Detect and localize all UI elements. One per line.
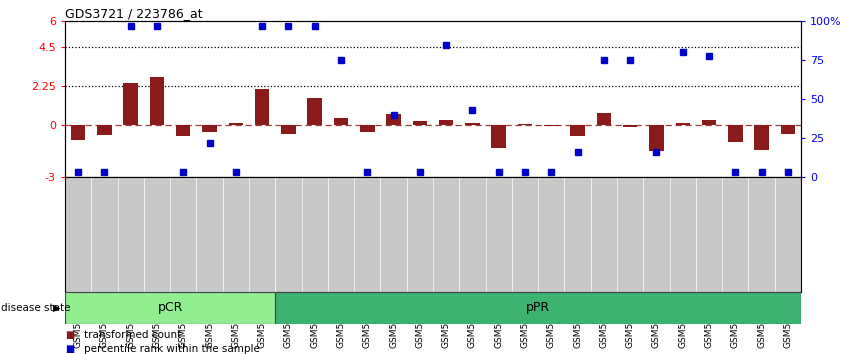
Bar <box>360 125 374 132</box>
Bar <box>333 118 348 125</box>
Bar <box>386 114 401 125</box>
Bar <box>571 125 585 136</box>
Bar <box>255 89 269 125</box>
Text: transformed count: transformed count <box>84 330 181 339</box>
Bar <box>203 125 216 132</box>
Bar <box>439 120 454 125</box>
Text: ▶: ▶ <box>53 303 61 313</box>
Bar <box>754 125 769 150</box>
Bar <box>465 123 480 125</box>
Bar <box>65 292 275 324</box>
Bar <box>492 125 506 148</box>
Bar <box>176 125 191 136</box>
Bar <box>229 123 243 125</box>
Text: percentile rank within the sample: percentile rank within the sample <box>84 344 260 354</box>
Bar <box>780 125 795 134</box>
Bar <box>518 124 533 125</box>
Bar <box>623 125 637 127</box>
Bar <box>307 98 322 125</box>
Bar <box>728 125 742 142</box>
Bar <box>675 123 690 125</box>
Text: pPR: pPR <box>526 302 550 314</box>
Text: ■: ■ <box>65 330 74 339</box>
Text: pCR: pCR <box>158 302 183 314</box>
Bar <box>650 125 663 151</box>
Bar <box>412 121 427 125</box>
Text: ■: ■ <box>65 344 74 354</box>
Text: disease state: disease state <box>1 303 70 313</box>
Bar <box>150 78 165 125</box>
Bar <box>71 125 86 140</box>
Text: GDS3721 / 223786_at: GDS3721 / 223786_at <box>65 7 203 20</box>
Bar <box>597 113 611 125</box>
Bar <box>97 125 112 135</box>
Bar <box>275 292 801 324</box>
Bar <box>124 83 138 125</box>
Bar <box>544 125 559 126</box>
Bar <box>701 120 716 125</box>
Bar <box>281 125 295 134</box>
